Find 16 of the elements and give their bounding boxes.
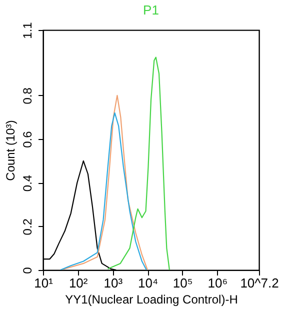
y-tick-label: 0.2 bbox=[20, 218, 34, 236]
x-tick-label: 10⁵ bbox=[172, 276, 193, 290]
x-tick-label: 10² bbox=[68, 276, 88, 290]
x-tick-label: 10⁶ bbox=[208, 276, 228, 290]
x-tick-label: 10^7.2 bbox=[240, 276, 279, 290]
y-tick-label: 0.6 bbox=[20, 130, 34, 148]
x-axis-title: YY1(Nuclear Loading Control)-H bbox=[65, 292, 238, 306]
y-tick-label: 0 bbox=[20, 266, 34, 274]
y-tick-label: 0.4 bbox=[20, 174, 34, 192]
y-tick-label: 1.1 bbox=[20, 22, 34, 39]
x-tick-label: 10³ bbox=[104, 276, 124, 290]
y-tick-label: 0.8 bbox=[20, 87, 34, 104]
y-axis-title: Count (10³) bbox=[4, 120, 18, 181]
chart-title: P1 bbox=[143, 2, 159, 18]
x-tick-label: 10⁴ bbox=[138, 276, 158, 290]
x-tick-label: 10¹ bbox=[34, 276, 54, 290]
